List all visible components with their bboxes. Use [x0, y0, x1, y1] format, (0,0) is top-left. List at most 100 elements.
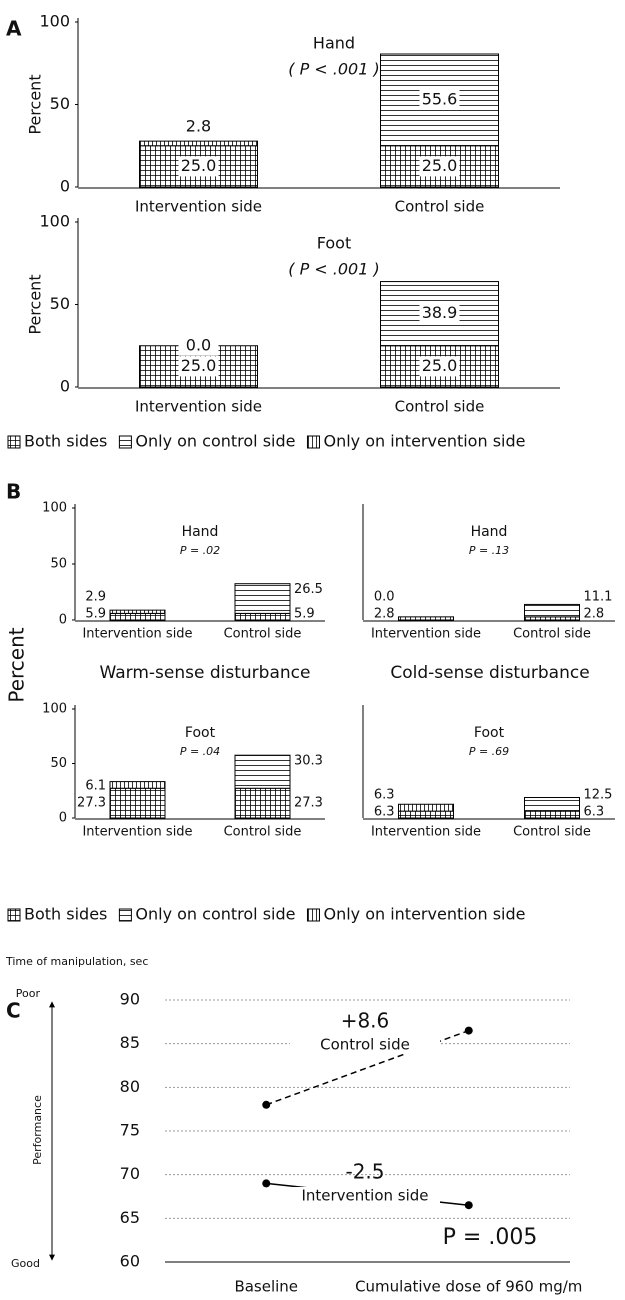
- bar-segment: [524, 797, 580, 812]
- y-tick-label: 50: [50, 294, 70, 313]
- y-tick-label: 100: [39, 12, 70, 31]
- performance-label: Performance: [31, 1095, 44, 1165]
- y-tick-label: 65: [120, 1208, 140, 1227]
- label-bg: [178, 335, 219, 356]
- label-bg: [419, 89, 460, 110]
- y-axis-title: Percent: [26, 74, 45, 134]
- legend-label: Only on control side: [135, 905, 295, 924]
- x-tick-label: Control side: [224, 825, 302, 840]
- y-tick-label: 100: [42, 501, 67, 516]
- y-tick-label: 85: [120, 1033, 140, 1052]
- y-tick-label: 0: [60, 377, 70, 396]
- value-label: 0.0: [186, 335, 211, 354]
- value-label: 26.5: [294, 582, 323, 597]
- bar-segment: [234, 754, 291, 789]
- y-tick-label: 0: [59, 811, 67, 826]
- value-label: 2.8: [186, 117, 211, 136]
- y-tick-label: 0: [59, 613, 67, 628]
- subplot-title: Foot: [317, 234, 351, 253]
- bar-segment: [234, 612, 291, 621]
- y-tick-label: 100: [42, 702, 67, 717]
- y-tick-label: 50: [50, 94, 70, 113]
- bar-segment: [524, 603, 580, 618]
- bar-segment: [234, 787, 291, 819]
- value-label: 2.8: [374, 607, 395, 622]
- series-label: Control side: [320, 1036, 410, 1054]
- bar-segment: [524, 810, 580, 819]
- column-title: Warm-sense disturbance: [100, 663, 311, 683]
- legend-swatch: [306, 435, 320, 449]
- value-label: 25.0: [181, 356, 217, 375]
- subplot-subtitle: P = .04: [180, 745, 220, 758]
- x-tick-label: Intervention side: [371, 627, 481, 642]
- value-label: 25.0: [422, 356, 458, 375]
- performance-top: Poor: [16, 987, 41, 1000]
- y-tick-label: 0: [60, 177, 70, 196]
- x-tick-label: Cumulative dose of 960 mg/m: [355, 1278, 582, 1296]
- value-label: 2.8: [584, 607, 605, 622]
- bar-segment: [109, 781, 166, 789]
- legend-label: Only on intervention side: [323, 905, 525, 924]
- value-label: 5.9: [85, 607, 106, 622]
- column-title: Cold-sense disturbance: [390, 663, 589, 683]
- legend-swatch: [118, 908, 132, 922]
- label-bg: [178, 156, 219, 177]
- bar-segment: [398, 616, 454, 621]
- x-tick-label: Control side: [513, 627, 591, 642]
- x-tick-label: Control side: [513, 825, 591, 840]
- data-point: [464, 1201, 473, 1210]
- performance-bottom: Good: [11, 1257, 40, 1270]
- series-line: [265, 1029, 470, 1106]
- value-label: 27.3: [294, 796, 323, 811]
- value-label: 6.1: [85, 779, 106, 794]
- legend-swatch: [118, 435, 132, 449]
- y-axis-title: Percent: [5, 627, 29, 702]
- y-axis-title: Time of manipulation, sec: [5, 955, 148, 968]
- legend-swatch: [306, 908, 320, 922]
- panel-label: B: [6, 480, 21, 504]
- value-label: 27.3: [77, 796, 106, 811]
- label-bg: [419, 303, 460, 324]
- y-tick-label: 75: [120, 1121, 140, 1140]
- legend-label: Only on control side: [135, 432, 295, 451]
- bar-segment: [109, 787, 166, 819]
- value-label: 6.3: [374, 788, 395, 803]
- value-label: 38.9: [422, 303, 458, 322]
- data-point: [262, 1100, 271, 1109]
- value-label: 25.0: [181, 156, 217, 175]
- value-label: 30.3: [294, 754, 323, 769]
- x-tick-label: Intervention side: [135, 398, 262, 416]
- x-tick-label: Intervention side: [135, 198, 262, 216]
- subplot-subtitle: ( P < .001 ): [288, 260, 380, 279]
- y-tick-label: 100: [39, 212, 70, 231]
- subplot-title: Hand: [471, 524, 508, 540]
- label-bg: [178, 356, 219, 377]
- value-label: 2.9: [85, 590, 106, 605]
- annotation: +8.6: [341, 1009, 390, 1033]
- value-label: 6.3: [584, 805, 605, 820]
- x-tick-label: Intervention side: [82, 627, 192, 642]
- value-label: 5.9: [294, 607, 315, 622]
- label-bg: [290, 1036, 440, 1054]
- value-label: 25.0: [422, 156, 458, 175]
- y-tick-label: 60: [120, 1252, 140, 1271]
- bar-segment: [398, 803, 454, 812]
- value-label: 11.1: [584, 590, 613, 605]
- y-tick-label: 80: [120, 1077, 140, 1096]
- subplot-title: Hand: [182, 524, 219, 540]
- subplot-title: Foot: [185, 725, 216, 741]
- x-tick-label: Control side: [395, 198, 485, 216]
- value-label: 55.6: [422, 89, 458, 108]
- y-tick-label: 90: [120, 990, 140, 1009]
- panel-label: A: [6, 17, 22, 41]
- value-label: 6.3: [374, 805, 395, 820]
- bar-segment: [234, 583, 291, 614]
- x-tick-label: Baseline: [234, 1278, 298, 1296]
- x-tick-label: Control side: [395, 398, 485, 416]
- x-tick-label: Intervention side: [82, 825, 192, 840]
- data-point: [464, 1026, 473, 1035]
- bar-segment: [109, 612, 166, 621]
- value-label: 12.5: [584, 788, 613, 803]
